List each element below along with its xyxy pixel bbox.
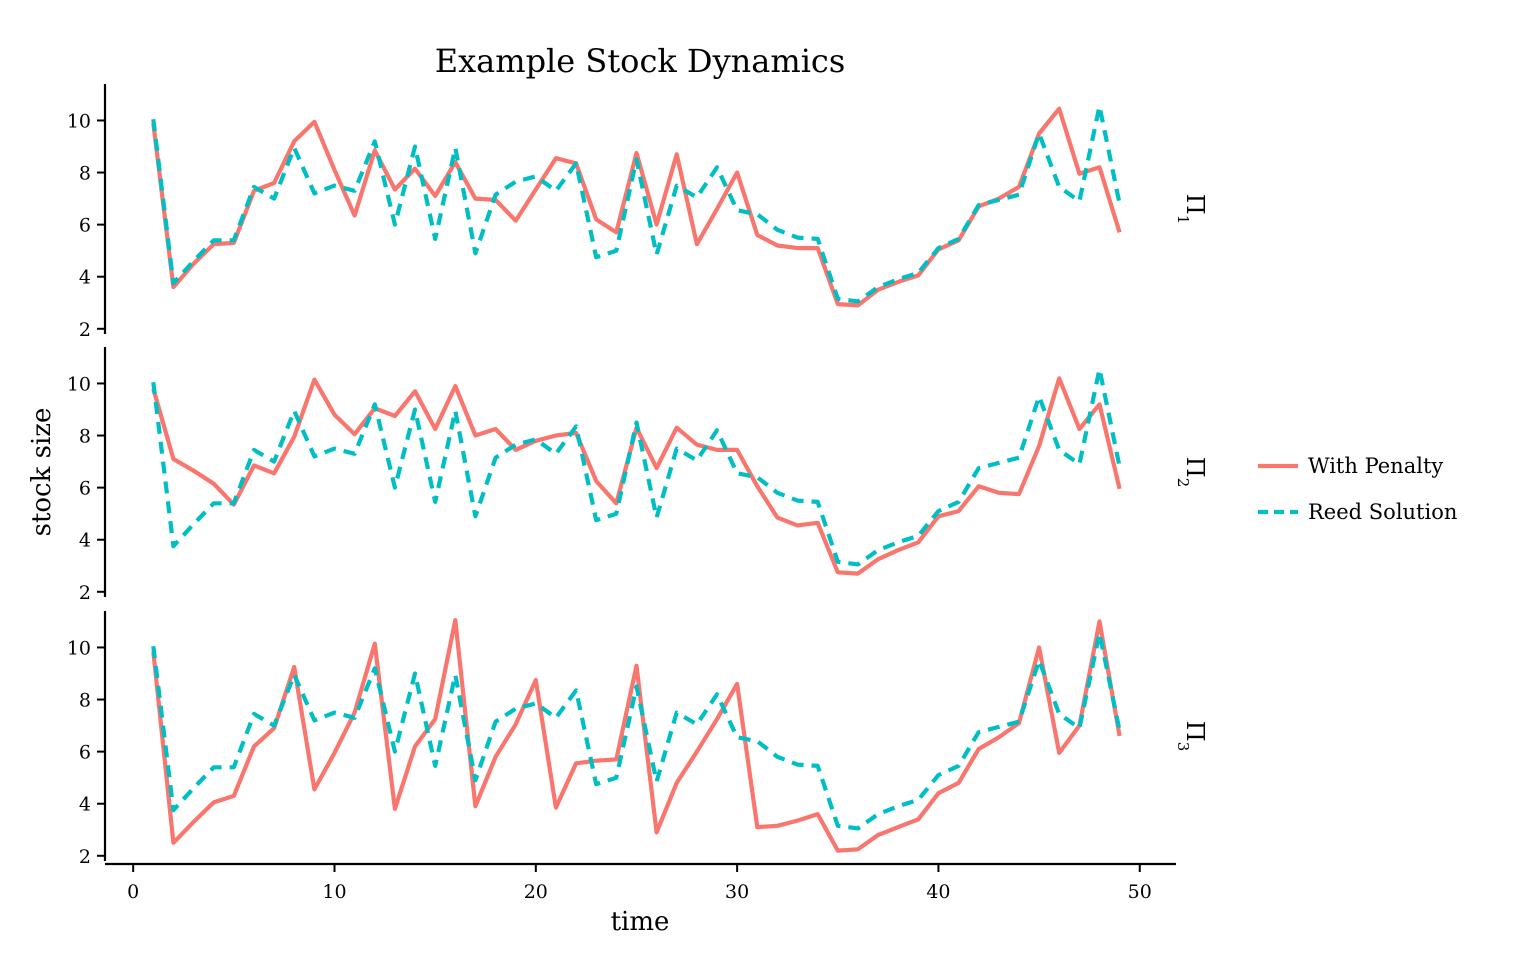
y-tick-label: 4 (79, 794, 91, 816)
legend-label-with-penalty: With Penalty (1308, 454, 1443, 478)
series-line-with-penalty (151, 106, 1122, 308)
y-tick-label: 6 (79, 742, 91, 764)
panel-strip-label: Π3 (1174, 721, 1209, 751)
y-tick-label: 2 (79, 582, 91, 604)
series-line-reed-solution (151, 630, 1122, 831)
panel-strip-label: Π1 (1174, 194, 1209, 224)
y-tick-label: 8 (79, 163, 91, 185)
y-tick-label: 4 (79, 267, 91, 289)
y-tick-label: 10 (67, 373, 91, 395)
y-tick-label: 2 (79, 319, 91, 341)
x-tick-label: 0 (127, 881, 139, 903)
y-tick-label: 2 (79, 846, 91, 868)
y-tick-label: 10 (67, 637, 91, 659)
x-axis: 0 10 20 30 40 50 (105, 862, 1176, 903)
y-tick-label: 10 (67, 110, 91, 132)
y-tick-label: 8 (79, 426, 91, 448)
y-tick-label: 8 (79, 690, 91, 712)
y-tick-label: 6 (79, 478, 91, 500)
legend-label-reed-solution: Reed Solution (1308, 500, 1457, 524)
y-tick-label: 4 (79, 530, 91, 552)
series-line-with-penalty (151, 617, 1122, 853)
series-line-reed-solution (151, 367, 1122, 567)
panel-2: 2 4 6 8 10 Π2 (67, 347, 1209, 604)
x-tick-label: 30 (725, 881, 749, 903)
panel-3: 2 4 6 8 10 Π3 (67, 611, 1209, 868)
x-tick-label: 50 (1128, 881, 1152, 903)
y-tick-label: 6 (79, 215, 91, 237)
series-line-reed-solution (151, 103, 1122, 304)
x-tick-label: 20 (524, 881, 548, 903)
chart-title: Example Stock Dynamics (435, 42, 846, 80)
panel-strip-label: Π2 (1174, 457, 1209, 487)
legend: With Penalty Reed Solution (1258, 454, 1457, 524)
x-axis-title: time (611, 907, 670, 937)
panel-1: 2 4 6 8 10 Π1 (67, 84, 1209, 341)
x-tick-label: 10 (322, 881, 346, 903)
x-tick-label: 40 (926, 881, 950, 903)
panels-layer: 2 4 6 8 10 Π1 2 4 6 8 10 Π2 2 4 6 8 10 Π3 (67, 84, 1209, 868)
y-axis-title: stock size (27, 408, 57, 537)
